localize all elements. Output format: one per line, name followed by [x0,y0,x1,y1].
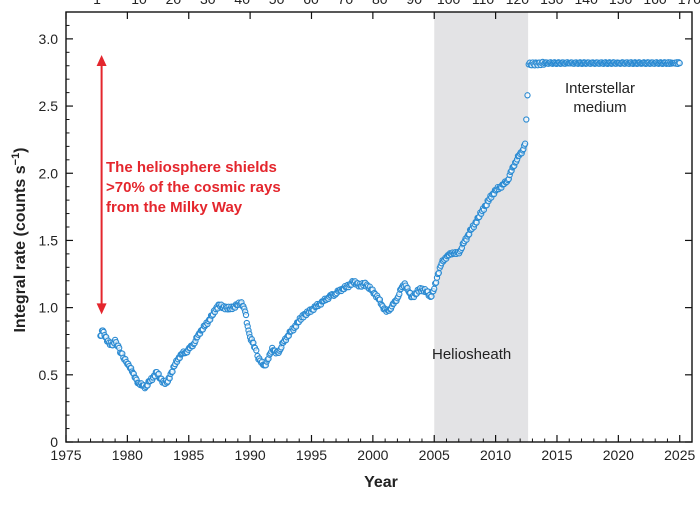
top-axis-tick-label: 30 [200,0,216,7]
top-axis-tick-label: 70 [338,0,354,7]
shielding-arrow [96,55,107,315]
top-axis-tick-label: 130 [540,0,564,7]
data-point [242,311,250,319]
x-tick-label: 1995 [296,447,327,463]
data-markers [97,58,683,392]
data-point [676,59,683,67]
plot-background [434,12,529,442]
top-axis-tick-label: 140 [575,0,599,7]
x-tick-label: 2005 [419,447,450,463]
x-tick-label: 2000 [357,447,388,463]
top-axis-tick-label: 150 [609,0,633,7]
shield-annotation-line-3: from the Milky Way [106,199,243,216]
data-point [523,116,530,123]
y-tick-label: 3.0 [39,31,59,47]
data-point [432,279,440,286]
x-tick-label: 2020 [603,447,634,463]
top-axis-tick-label: 160 [643,0,667,7]
x-tick-label: 1975 [50,447,81,463]
data-point [521,140,529,147]
top-axis-tick-label: 60 [303,0,319,7]
y-axis-ticks: 0 0.5 1.0 1.5 2.0 2.5 3.0 [39,24,692,450]
data-point [253,347,260,354]
top-axis-ticks: 1102030405060708090100110120130140150160… [93,0,700,7]
y-tick-label: 1.5 [39,232,59,248]
top-axis-tick-label: 170 [678,0,700,7]
y-tick-label: 0.5 [39,367,59,383]
arrow-head-top [96,55,107,66]
data-point [435,269,442,277]
y-axis-title-superscript: −1 [10,153,22,166]
heliosheath-label: Heliosheath [432,346,511,363]
top-axis-tick-label: 110 [472,0,495,7]
ism-label-line-1: Interstellar [565,80,635,97]
top-axis-tick-label: 40 [234,0,250,7]
x-tick-label: 1980 [112,447,143,463]
data-point [169,368,176,375]
y-tick-label: 2.0 [39,165,59,181]
x-axis-ticks: 1975 1980 1985 1990 1995 2000 2005 2010 2015 2020… [50,12,696,463]
x-tick-label: 2015 [541,447,572,463]
y-tick-label: 2.5 [39,98,59,114]
top-axis-tick-label: 80 [372,0,388,7]
y-tick-label: 1.0 [39,300,59,316]
top-axis-tick-label: 20 [166,0,182,7]
shield-annotation-line-2: >70% of the cosmic rays [106,179,281,196]
data-point [428,293,435,300]
y-axis-title-main: Integral rate (counts s [12,165,29,332]
x-tick-label: 2025 [664,447,695,463]
y-axis-title-end: ) [12,147,29,152]
x-tick-label: 1985 [173,447,204,463]
y-axis-title: Integral rate (counts s−1) [10,147,29,332]
top-axis-tick-label: 1 [93,0,101,7]
x-tick-label: 1990 [235,447,266,463]
data-point [431,285,438,292]
top-axis-tick-label: 100 [437,0,461,7]
x-tick-label: 2010 [480,447,511,463]
shield-annotation-line-1: The heliosphere shields [106,159,277,176]
data-point [524,92,531,99]
top-axis-tick-label: 90 [406,0,422,7]
ism-label-line-2: medium [573,99,626,116]
heliosheath-region [434,12,529,442]
arrow-head-bottom [96,303,107,315]
top-axis-tick-label: 10 [131,0,147,7]
top-axis-tick-label: 50 [269,0,285,7]
x-axis-title: Year [364,474,398,491]
y-tick-label: 0 [50,434,58,450]
top-axis-tick-label: 120 [506,0,530,7]
